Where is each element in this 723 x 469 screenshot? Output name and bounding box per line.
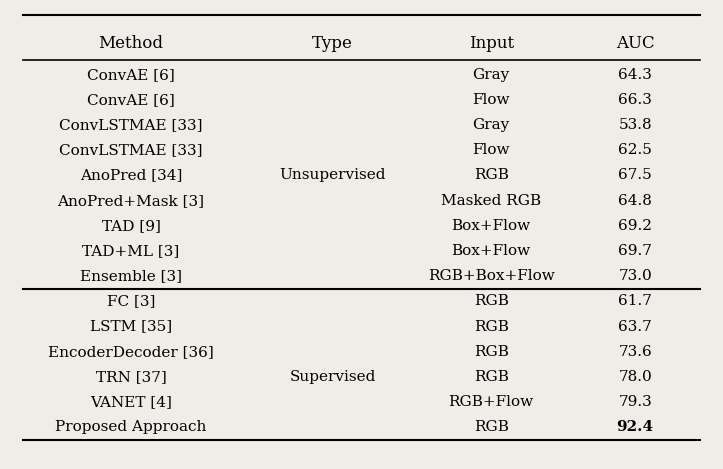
Text: Ensemble [3]: Ensemble [3] xyxy=(80,269,182,283)
Text: 73.0: 73.0 xyxy=(618,269,652,283)
Text: Flow: Flow xyxy=(472,144,510,157)
Text: Input: Input xyxy=(469,35,514,52)
Text: 92.4: 92.4 xyxy=(617,420,654,434)
Text: TAD+ML [3]: TAD+ML [3] xyxy=(82,244,179,258)
Text: LSTM [35]: LSTM [35] xyxy=(90,319,172,333)
Text: 64.8: 64.8 xyxy=(618,194,652,208)
Text: AnoPred+Mask [3]: AnoPred+Mask [3] xyxy=(58,194,205,208)
Text: RGB: RGB xyxy=(474,420,508,434)
Text: FC [3]: FC [3] xyxy=(107,295,155,308)
Text: 64.3: 64.3 xyxy=(618,68,652,82)
Text: 79.3: 79.3 xyxy=(618,395,652,409)
Text: Box+Flow: Box+Flow xyxy=(452,219,531,233)
Text: Supervised: Supervised xyxy=(289,370,376,384)
Text: RGB+Flow: RGB+Flow xyxy=(448,395,534,409)
Text: 69.7: 69.7 xyxy=(618,244,652,258)
Text: TRN [37]: TRN [37] xyxy=(95,370,166,384)
Text: VANET [4]: VANET [4] xyxy=(90,395,172,409)
Text: Gray: Gray xyxy=(473,68,510,82)
Text: 69.2: 69.2 xyxy=(618,219,652,233)
Text: 63.7: 63.7 xyxy=(618,319,652,333)
Text: RGB: RGB xyxy=(474,168,508,182)
Text: RGB: RGB xyxy=(474,295,508,308)
Text: 62.5: 62.5 xyxy=(618,144,652,157)
Text: Type: Type xyxy=(312,35,353,52)
Text: ConvAE [6]: ConvAE [6] xyxy=(87,93,175,107)
Text: AUC: AUC xyxy=(616,35,654,52)
Text: Proposed Approach: Proposed Approach xyxy=(56,420,207,434)
Text: 67.5: 67.5 xyxy=(618,168,652,182)
Text: 73.6: 73.6 xyxy=(618,345,652,359)
Text: 53.8: 53.8 xyxy=(618,118,652,132)
Text: ConvLSTMAE [33]: ConvLSTMAE [33] xyxy=(59,144,202,157)
Text: EncoderDecoder [36]: EncoderDecoder [36] xyxy=(48,345,214,359)
Text: Method: Method xyxy=(98,35,163,52)
Text: AnoPred [34]: AnoPred [34] xyxy=(80,168,182,182)
Text: RGB: RGB xyxy=(474,370,508,384)
Text: Box+Flow: Box+Flow xyxy=(452,244,531,258)
Text: RGB: RGB xyxy=(474,345,508,359)
Text: Unsupervised: Unsupervised xyxy=(280,168,386,182)
Text: ConvLSTMAE [33]: ConvLSTMAE [33] xyxy=(59,118,202,132)
Text: RGB: RGB xyxy=(474,319,508,333)
Text: Masked RGB: Masked RGB xyxy=(441,194,542,208)
Text: 61.7: 61.7 xyxy=(618,295,652,308)
Text: ConvAE [6]: ConvAE [6] xyxy=(87,68,175,82)
Text: 66.3: 66.3 xyxy=(618,93,652,107)
Text: Gray: Gray xyxy=(473,118,510,132)
Text: 78.0: 78.0 xyxy=(618,370,652,384)
Text: Flow: Flow xyxy=(472,93,510,107)
Text: TAD [9]: TAD [9] xyxy=(102,219,161,233)
Text: RGB+Box+Flow: RGB+Box+Flow xyxy=(428,269,555,283)
